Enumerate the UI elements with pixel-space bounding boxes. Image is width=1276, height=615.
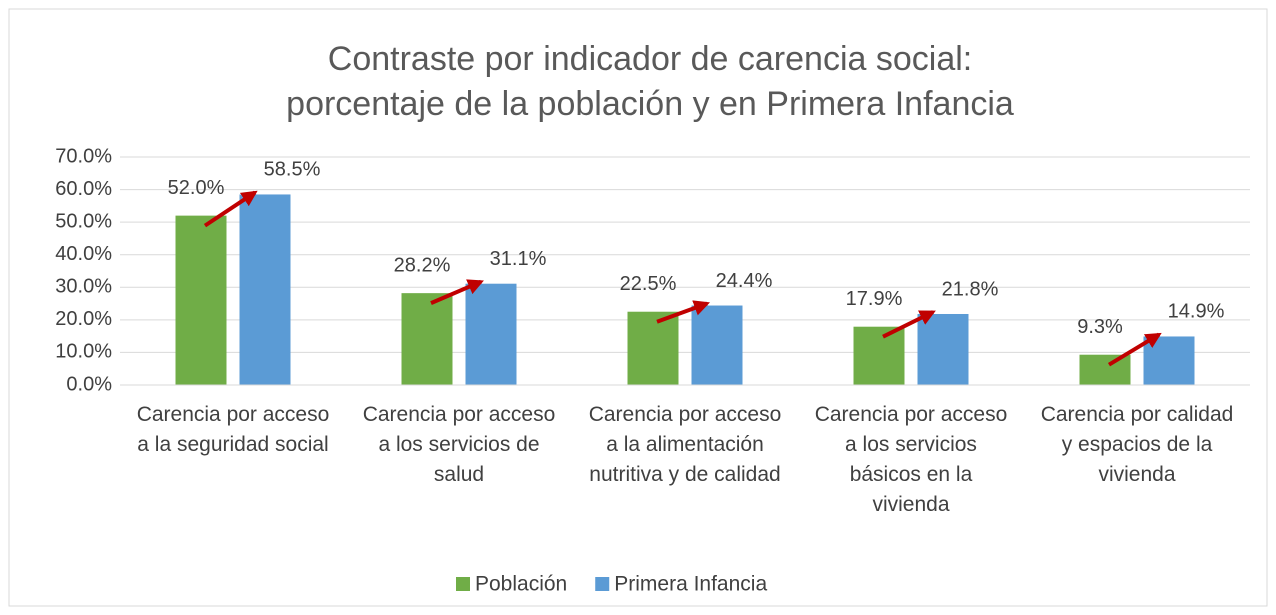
y-tick-label: 70.0% [55, 145, 112, 167]
bar [465, 283, 517, 385]
y-tick-label: 10.0% [55, 341, 112, 363]
y-tick-label: 0.0% [66, 373, 112, 395]
data-label: 24.4% [716, 270, 773, 292]
y-tick-label: 50.0% [55, 210, 112, 232]
y-tick-label: 30.0% [55, 276, 112, 298]
bar [1143, 336, 1195, 385]
x-tick-label: Carencia por acceso a los servicios bási… [814, 403, 1008, 516]
bar [853, 326, 905, 385]
data-label: 58.5% [264, 159, 321, 181]
bar [175, 215, 227, 385]
x-tick-label: Carencia por acceso a la seguridad socia… [136, 403, 330, 456]
trend-arrow [882, 310, 936, 339]
trend-arrow [430, 279, 484, 305]
y-tick-label: 20.0% [55, 308, 112, 330]
x-tick-label: Carencia por calidad y espacios de la vi… [1040, 403, 1234, 486]
bar [401, 293, 453, 385]
legend-label: Población [475, 573, 567, 596]
data-label: 9.3% [1077, 316, 1123, 338]
bar [691, 305, 743, 385]
legend-swatch [456, 577, 470, 591]
trend-arrow [656, 300, 711, 324]
data-label: 52.0% [168, 177, 225, 199]
data-label: 14.9% [1168, 301, 1225, 323]
bar [1079, 354, 1131, 385]
trend-arrow [203, 190, 258, 228]
data-label: 17.9% [846, 288, 903, 310]
x-tick-label: Carencia por acceso a la alimentación nu… [588, 403, 782, 486]
bar [627, 311, 679, 385]
chart-title: Contraste por indicador de carencia soci… [328, 40, 972, 78]
chart-title: porcentaje de la población y en Primera … [286, 85, 1014, 123]
x-tick-label: Carencia por acceso a los servicios de s… [362, 403, 556, 486]
bar [917, 313, 969, 385]
data-label: 22.5% [620, 273, 677, 295]
bar [239, 194, 291, 385]
legend-swatch [595, 577, 610, 591]
data-label: 31.1% [490, 248, 547, 270]
data-label: 28.2% [394, 254, 451, 276]
data-label: 21.8% [942, 278, 999, 300]
y-tick-label: 60.0% [55, 178, 112, 200]
trend-arrow [1107, 332, 1162, 367]
y-tick-label: 40.0% [55, 243, 112, 265]
legend-label: Primera Infancia [614, 573, 767, 596]
